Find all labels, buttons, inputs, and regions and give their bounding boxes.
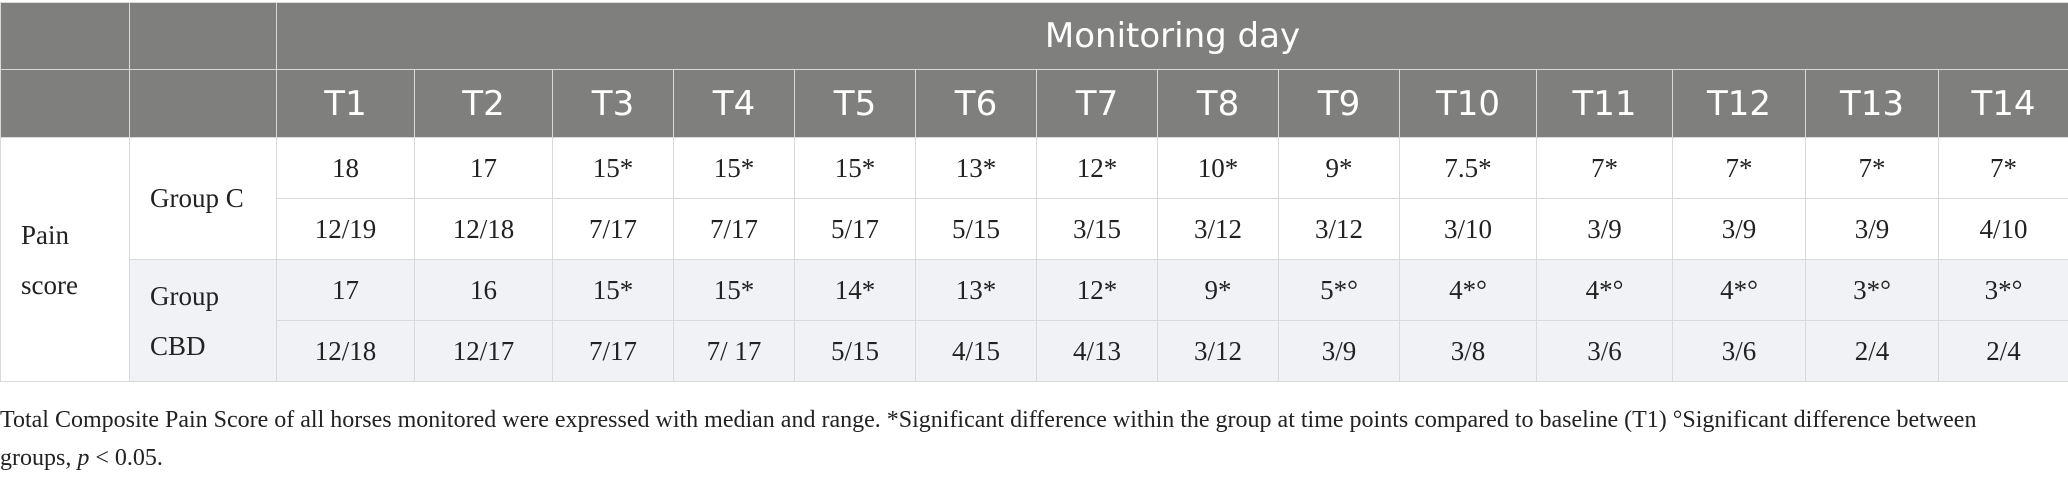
table-cell: 7*	[1805, 137, 1939, 199]
monitoring-day-header: Monitoring day	[275, 2, 2068, 70]
table-cell: 12/17	[414, 320, 553, 382]
table-cell: 13*	[915, 137, 1037, 199]
table-cell: 2/4	[1937, 320, 2068, 382]
table-cell: 15*	[552, 137, 674, 199]
table-cell: 3/12	[1278, 198, 1400, 260]
table-cell: 3/9	[1805, 198, 1939, 260]
table-cell: 5/17	[794, 198, 916, 260]
header-empty-cell-3	[0, 69, 130, 138]
pain-score-table: Monitoring day T1 T2 T3 T4 T5 T6 T7 T8 T…	[0, 2, 2068, 382]
table-cell: 3/12	[1157, 320, 1279, 382]
group-label-line: CBD	[150, 330, 206, 361]
table-cell: 3/6	[1672, 320, 1806, 382]
day-header: T13	[1805, 69, 1939, 138]
table-cell: 3/15	[1036, 198, 1158, 260]
table-cell: 17	[276, 259, 415, 321]
table-cell: 7/17	[552, 320, 674, 382]
table-cell: 4*°	[1536, 259, 1673, 321]
table-cell: 4/13	[1036, 320, 1158, 382]
table-cell: 3/6	[1536, 320, 1673, 382]
day-header: T11	[1536, 69, 1673, 138]
table-cell: 4*°	[1399, 259, 1537, 321]
day-header: T6	[915, 69, 1037, 138]
row-label-line: score	[21, 269, 78, 300]
table-cell: 7/17	[673, 198, 795, 260]
table-cell: 2/4	[1805, 320, 1939, 382]
caption-text: Total Composite Pain Score of all horses…	[0, 407, 1977, 471]
table-cell: 15*	[552, 259, 674, 321]
caption-threshold: < 0.05.	[89, 445, 163, 471]
table-cell: 3/9	[1536, 198, 1673, 260]
group-cbd-label: Group CBD	[129, 259, 277, 382]
table-cell: 14*	[794, 259, 916, 321]
table-cell: 7.5*	[1399, 137, 1537, 199]
table-cell: 5/15	[915, 198, 1037, 260]
table-cell: 3*°	[1805, 259, 1939, 321]
table-cell: 3/12	[1157, 198, 1279, 260]
day-header: T14	[1937, 69, 2068, 138]
table-cell: 3/10	[1399, 198, 1537, 260]
table-cell: 7*	[1672, 137, 1806, 199]
table-cell: 15*	[794, 137, 916, 199]
table-cell: 3*°	[1937, 259, 2068, 321]
table-cell: 7/ 17	[673, 320, 795, 382]
table-cell: 15*	[673, 259, 795, 321]
table-cell: 18	[276, 137, 415, 199]
day-header: T4	[673, 69, 795, 138]
table-cell: 9*	[1278, 137, 1400, 199]
table-cell: 12/18	[414, 198, 553, 260]
table-cell: 17	[414, 137, 553, 199]
table-caption: Total Composite Pain Score of all horses…	[0, 401, 2040, 477]
header-empty-cell-2	[129, 2, 277, 70]
table-cell: 4/10	[1937, 198, 2068, 260]
table-cell: 7*	[1937, 137, 2068, 199]
table-cell: 15*	[673, 137, 795, 199]
table-cell: 16	[414, 259, 553, 321]
table-cell: 3/8	[1399, 320, 1537, 382]
day-header: T5	[794, 69, 916, 138]
group-c-label: Group C	[129, 137, 277, 260]
pain-score-row-label: Pain score	[0, 137, 130, 382]
table-cell: 3/9	[1278, 320, 1400, 382]
table-cell: 3/9	[1672, 198, 1806, 260]
table-cell: 10*	[1157, 137, 1279, 199]
table-cell: 9*	[1157, 259, 1279, 321]
header-empty-cell-4	[129, 69, 277, 138]
day-header: T10	[1399, 69, 1537, 138]
table-cell: 7/17	[552, 198, 674, 260]
table-cell: 12*	[1036, 259, 1158, 321]
day-header: T2	[414, 69, 553, 138]
day-header: T8	[1157, 69, 1279, 138]
table-cell: 7*	[1536, 137, 1673, 199]
day-header: T3	[552, 69, 674, 138]
header-empty-cell-1	[0, 2, 130, 70]
day-header: T12	[1672, 69, 1806, 138]
table-cell: 5*°	[1278, 259, 1400, 321]
table-cell: 4/15	[915, 320, 1037, 382]
row-label-line: Pain	[21, 219, 70, 250]
table-cell: 12*	[1036, 137, 1158, 199]
day-header: T1	[276, 69, 415, 138]
day-header: T7	[1036, 69, 1158, 138]
table-cell: 4*°	[1672, 259, 1806, 321]
table-cell: 13*	[915, 259, 1037, 321]
table-cell: 12/18	[276, 320, 415, 382]
group-label-line: Group	[150, 280, 219, 311]
table-cell: 12/19	[276, 198, 415, 260]
table-cell: 5/15	[794, 320, 916, 382]
day-header: T9	[1278, 69, 1400, 138]
caption-p-symbol: p	[77, 445, 90, 471]
